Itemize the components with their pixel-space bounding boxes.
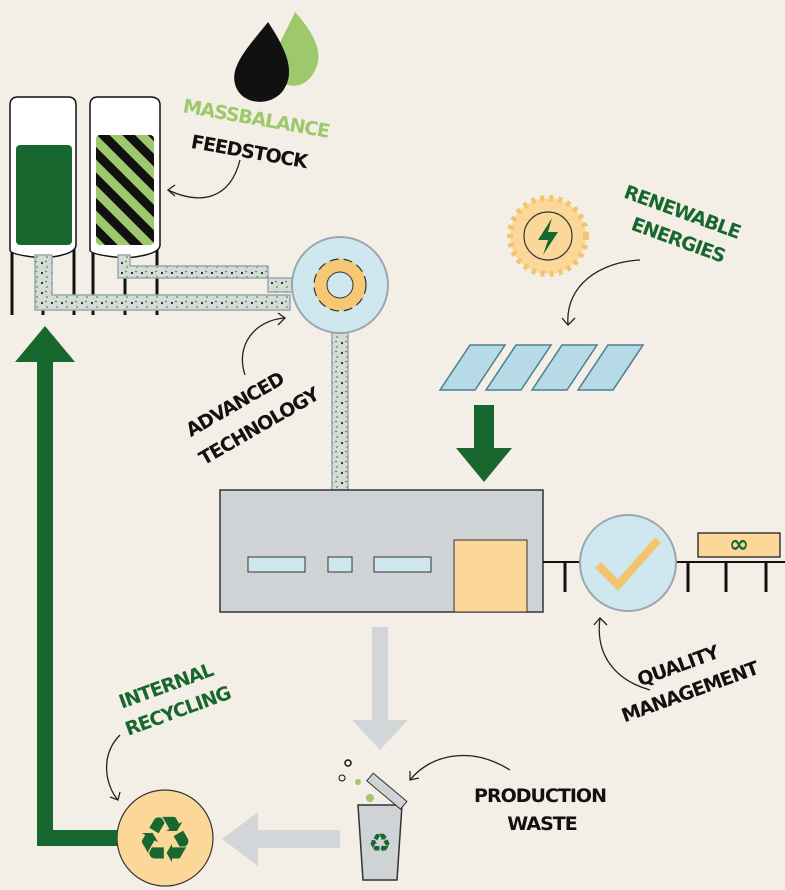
factory: [220, 490, 543, 612]
label-line: WASTE: [507, 813, 576, 835]
gear: [292, 237, 388, 333]
svg-text:∞: ∞: [729, 530, 749, 558]
diagram: ∞ ♻ ♻ MASSBALANCE FEEDSTOCK RENEWABLE EN…: [0, 0, 785, 890]
svg-text:♻: ♻: [136, 804, 193, 878]
label-line: PRODUCTION: [474, 785, 606, 807]
svg-text:♻: ♻: [368, 829, 391, 859]
sun: [510, 198, 586, 274]
recycling-symbol: ♻: [117, 790, 213, 886]
